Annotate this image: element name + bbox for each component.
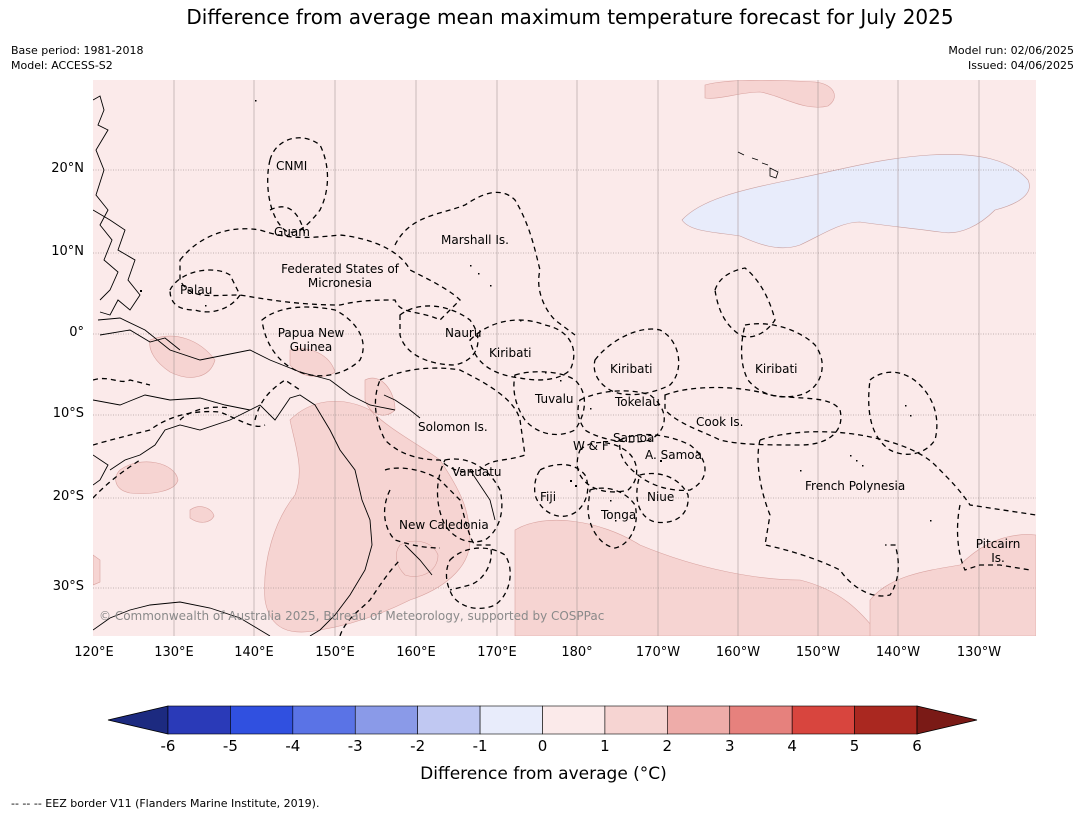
colorbar-tick: 1 [600, 737, 610, 755]
label-palau: Palau [180, 283, 213, 297]
colorbar-tick: -6 [160, 737, 176, 755]
eez-footnote: -- -- -- EEZ border V11 (Flanders Marine… [11, 797, 320, 810]
colorbar-tick: 5 [849, 737, 860, 755]
latitude-gridlines [93, 169, 1036, 589]
colorbar-tick: 0 [537, 737, 548, 755]
lon-label-130e: 130°E [154, 645, 194, 660]
label-pitcairn-islands: Pitcairn Is. [975, 537, 1021, 565]
colorbar [107, 705, 978, 735]
lon-label-170e: 170°E [477, 645, 517, 660]
label-tonga: Tonga [601, 508, 637, 522]
label-vanuatu: Vanuatu [452, 465, 502, 479]
colorbar-tick: 2 [662, 737, 673, 755]
colorbar-segment [417, 705, 481, 735]
label-samoa: Samoa [613, 431, 655, 445]
label-kiribati-central: Kiribati [610, 362, 653, 376]
eez-borders [93, 137, 1036, 636]
lon-label-180: 180° [561, 645, 593, 660]
colorbar-tick: 4 [787, 737, 797, 755]
label-cook-islands: Cook Is. [696, 415, 744, 429]
label-french-polynesia: French Polynesia [805, 479, 906, 493]
label-tokelau: Tokelau [615, 395, 660, 409]
issued-text: Issued: 04/06/2025 [967, 59, 1074, 72]
colorbar-tick: -2 [410, 737, 426, 755]
label-micronesia: Federated States of Micronesia [281, 262, 399, 290]
colorbar-tick: -4 [285, 737, 301, 755]
lon-label-140e: 140°E [234, 645, 274, 660]
colorbar-segment [292, 705, 356, 735]
colorbar-extend-low [107, 705, 169, 735]
lon-label-150e: 150°E [315, 645, 355, 660]
colorbar-tick: -5 [222, 737, 238, 755]
label-cnmi: CNMI [276, 159, 308, 173]
base-period-info: Base period: 1981-2018 Model: ACCESS-S2 [11, 43, 143, 73]
lat-label-10s: 10°S [52, 406, 84, 421]
label-kiribati-west: Kiribati [489, 346, 532, 360]
lon-label-150w: 150°W [795, 645, 841, 660]
small-islands [140, 100, 932, 522]
label-wallis-futuna: W & F [573, 439, 609, 453]
colorbar-segment [667, 705, 731, 735]
colorbar-segment [354, 705, 418, 735]
lon-label-170w: 170°W [635, 645, 681, 660]
lat-label-10n: 10°N [51, 244, 84, 259]
label-kiribati-east: Kiribati [755, 362, 798, 376]
model-run-text: Model run: 02/06/2025 [948, 44, 1074, 57]
lat-label-20s: 20°S [52, 489, 84, 504]
model-text: Model: ACCESS-S2 [11, 59, 113, 72]
anomaly-1-2-regions [93, 80, 1036, 636]
colorbar-segment [167, 705, 231, 735]
lat-label-equator: 0° [69, 325, 84, 340]
hawaii-islands [737, 151, 779, 179]
lon-label-160w: 160°W [715, 645, 761, 660]
map-title: Difference from average mean maximum tem… [186, 5, 954, 29]
colorbar-segment [230, 705, 294, 735]
lat-label-30s: 30°S [52, 579, 84, 594]
colorbar-segment [604, 705, 668, 735]
model-run-info: Model run: 02/06/2025 Issued: 04/06/2025 [948, 43, 1074, 73]
label-solomon-islands: Solomon Is. [418, 420, 488, 434]
colorbar-tick: -1 [472, 737, 488, 755]
lon-label-140w: 140°W [875, 645, 921, 660]
label-fiji: Fiji [540, 490, 557, 504]
lon-label-130w: 130°W [956, 645, 1002, 660]
label-nauru: Nauru [445, 326, 482, 340]
colorbar-label: Difference from average (°C) [420, 764, 667, 784]
label-new-caledonia: New Caledonia [399, 518, 489, 532]
colorbar-segment [791, 705, 855, 735]
label-guam: Guam [274, 225, 310, 239]
label-marshall-islands: Marshall Is. [441, 233, 509, 247]
label-papua-new-guinea: Papua New Guinea [277, 326, 345, 354]
colorbar-tick: -3 [347, 737, 363, 755]
colorbar-tick: 3 [724, 737, 735, 755]
colorbar-segment [729, 705, 793, 735]
colorbar-segment [854, 705, 918, 735]
lon-label-120e: 120°E [74, 645, 114, 660]
copyright-notice: © Commonwealth of Australia 2025, Bureau… [99, 609, 605, 623]
lon-label-160e: 160°E [396, 645, 436, 660]
colorbar-tick: 6 [912, 737, 922, 755]
negative-anomaly-region [681, 154, 1030, 249]
base-period-text: Base period: 1981-2018 [11, 44, 144, 57]
longitude-gridlines [173, 80, 980, 636]
label-tuvalu: Tuvalu [535, 392, 574, 406]
label-niue: Niue [647, 490, 675, 504]
colorbar-segment [542, 705, 606, 735]
lat-label-20n: 20°N [51, 161, 84, 176]
map-plot-area [93, 80, 1036, 636]
coastlines [93, 95, 496, 636]
colorbar-extend-high [916, 705, 978, 735]
label-american-samoa: A. Samoa [645, 448, 702, 462]
colorbar-segment [479, 705, 543, 735]
